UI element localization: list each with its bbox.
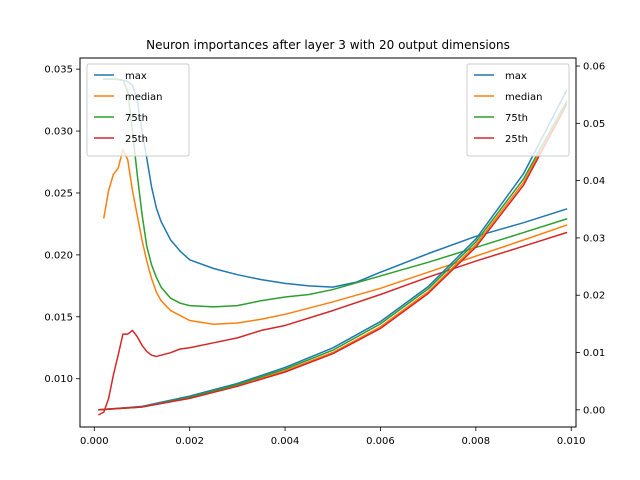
x-tick-label: 0.006 xyxy=(366,436,395,447)
left-y-tick-label: 0.030 xyxy=(44,127,73,138)
x-tick-label: 0.002 xyxy=(175,436,204,447)
right-legend-label: 75th xyxy=(505,113,528,124)
left-legend-label: median xyxy=(125,92,163,103)
right-legend-label: 25th xyxy=(505,134,528,145)
legend-left: max median 75th 25th xyxy=(86,63,190,157)
legend-right: max median 75th 25th xyxy=(466,63,570,157)
x-tick-label: 0.004 xyxy=(271,436,300,447)
left-y-tick-label: 0.020 xyxy=(44,250,73,261)
right-series-line-75th xyxy=(98,100,568,411)
right-y-tick-label: 0.00 xyxy=(583,405,605,416)
right-legend-box xyxy=(466,63,570,157)
left-y-axis: 0.010 0.015 0.020 0.025 0.030 0.035 xyxy=(44,65,80,385)
right-y-tick-label: 0.03 xyxy=(583,233,605,244)
right-y-axis: 0.00 0.01 0.02 0.03 0.04 0.05 0.06 xyxy=(576,62,605,416)
x-tick-label: 0.008 xyxy=(462,436,491,447)
right-y-tick-label: 0.04 xyxy=(583,176,605,187)
x-tick-label: 0.010 xyxy=(557,436,586,447)
left-y-tick-label: 0.035 xyxy=(44,65,73,76)
left-legend-label: 25th xyxy=(125,134,148,145)
right-y-tick-label: 0.06 xyxy=(583,62,605,73)
right-y-tick-label: 0.02 xyxy=(583,291,605,302)
left-y-tick-label: 0.025 xyxy=(44,188,73,199)
left-legend-label: 75th xyxy=(125,113,148,124)
right-axis-series xyxy=(98,89,568,411)
x-tick-label: 0.000 xyxy=(80,436,109,447)
left-legend-box xyxy=(86,63,190,157)
left-y-tick-label: 0.010 xyxy=(44,374,73,385)
left-series-line-25th xyxy=(98,231,568,416)
right-series-line-25th xyxy=(98,103,568,411)
right-legend-label: median xyxy=(505,92,543,103)
x-axis: 0.000 0.002 0.004 0.006 0.008 0.010 xyxy=(80,427,586,447)
right-y-tick-label: 0.05 xyxy=(583,119,605,130)
left-y-tick-label: 0.015 xyxy=(44,312,73,323)
right-legend-label: max xyxy=(505,71,527,82)
chart-title: Neuron importances after layer 3 with 20… xyxy=(146,38,510,52)
right-series-line-max xyxy=(98,89,568,411)
right-y-tick-label: 0.01 xyxy=(583,348,605,359)
plot-frame xyxy=(79,57,577,428)
left-legend-label: max xyxy=(125,71,147,82)
